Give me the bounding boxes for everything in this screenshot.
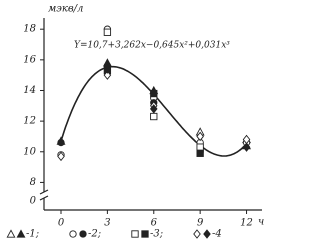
point: [149, 104, 158, 114]
point: [57, 151, 65, 162]
point: [103, 64, 112, 74]
legend-marker: [193, 229, 201, 239]
axis-break-label: 0: [30, 196, 37, 207]
legend-label: -4: [212, 229, 222, 240]
legend-marker: [203, 229, 211, 239]
axis-break: [39, 189, 49, 195]
y-tick-label: 18: [23, 24, 36, 35]
axis-break: [39, 195, 49, 201]
x-axis-label: ч: [258, 217, 264, 228]
x-tick-label: 9: [197, 218, 204, 229]
legend-marker: [69, 230, 77, 238]
legend-marker: [131, 230, 139, 238]
point: [57, 138, 65, 147]
legend-label: -3;: [150, 229, 163, 240]
x-tick-label: 0: [58, 218, 65, 229]
point: [103, 28, 112, 36]
point: [242, 142, 251, 152]
y-axis-label: мэкв/л: [48, 4, 83, 15]
point: [103, 70, 112, 80]
point: [196, 149, 204, 157]
point: [196, 131, 204, 142]
x-tick-label: 12: [240, 218, 253, 229]
y-tick-label: 16: [23, 54, 36, 65]
x-tick-label: 6: [151, 218, 158, 229]
legend-marker: [6, 229, 16, 238]
point: [150, 89, 158, 98]
y-tick-label: 8: [30, 177, 36, 188]
legend-marker: [16, 229, 26, 238]
y-tick-label: 12: [23, 116, 36, 127]
y-tick-label: 10: [23, 146, 36, 157]
fit-equation: Y=10,7+3,262x−0,645x²+0,031x³: [74, 41, 230, 51]
chart: мэкв/л ч Y=10,7+3,262x−0,645x²+0,031x³ 0…: [6, 4, 264, 240]
legend-marker: [141, 230, 149, 238]
x-tick-label: 3: [104, 218, 110, 229]
point: [150, 112, 158, 121]
legend-label: -1;: [26, 229, 39, 240]
point: [196, 143, 204, 151]
legend-marker: [79, 230, 87, 238]
y-tick-label: 14: [23, 85, 36, 96]
legend-label: -2;: [88, 229, 101, 240]
